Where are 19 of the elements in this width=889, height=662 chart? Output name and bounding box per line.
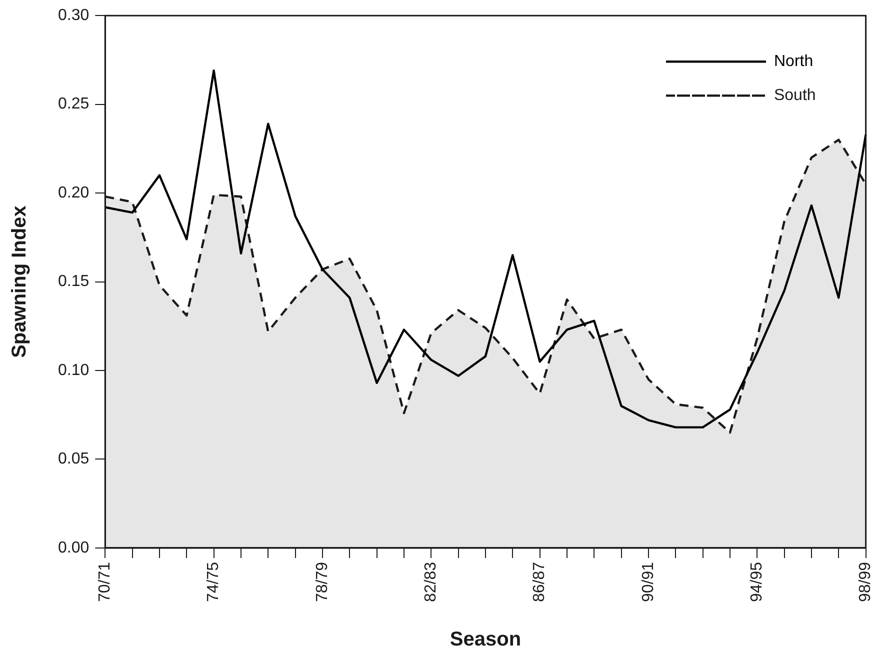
text: South [774, 87, 816, 104]
y-tick-label: 0.15 [58, 273, 90, 290]
x-tick-label: 70/71 [96, 562, 114, 602]
x-tick-label: 78/79 [314, 562, 331, 602]
x-axis-title: Season [450, 628, 522, 651]
y-tick-label: 0.30 [58, 7, 90, 24]
y-tick-label: 0.10 [58, 362, 90, 379]
y-tick-label: 0.00 [58, 539, 90, 556]
x-tick-label: 86/87 [531, 562, 548, 602]
x-tick-label: 94/95 [748, 562, 766, 602]
x-tick-label: 82/83 [422, 562, 440, 602]
x-tick-label: 90/91 [640, 562, 657, 602]
y-tick-label: 0.25 [58, 96, 90, 113]
x-tick-label: 98/99 [857, 562, 874, 602]
y-tick-label: 0.20 [58, 184, 90, 202]
text: North [774, 53, 814, 70]
y-tick-label: 0.05 [58, 450, 90, 468]
y-axis-title: Spawning Index [8, 206, 31, 358]
x-tick-label: 74/75 [205, 562, 222, 602]
